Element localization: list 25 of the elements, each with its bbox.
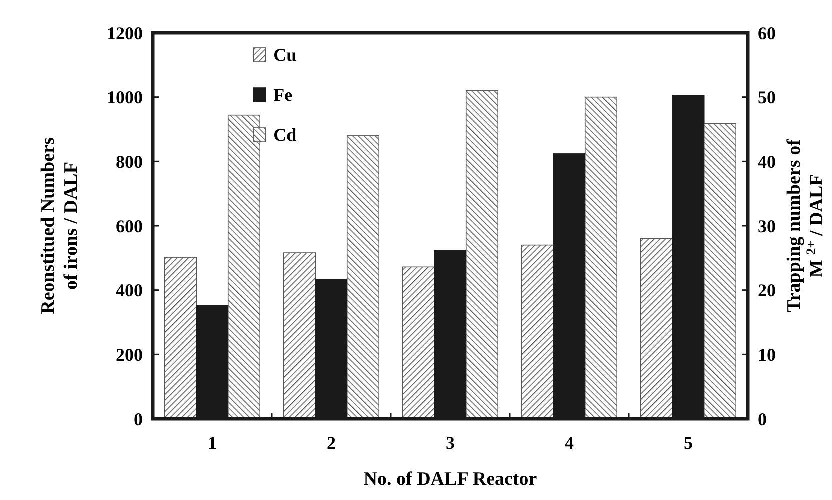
x-axis-title: No. of DALF Reactor bbox=[364, 469, 538, 490]
y2-tick-label: 20 bbox=[758, 280, 776, 301]
x-tick-label: 4 bbox=[565, 433, 574, 453]
y2-tick-label: 50 bbox=[758, 88, 776, 108]
legend-label: Cd bbox=[274, 125, 297, 145]
y2-tick-label: 40 bbox=[758, 152, 776, 172]
legend-label: Cu bbox=[274, 45, 297, 65]
x-tick-label: 1 bbox=[208, 433, 217, 453]
y2-tick-label: 60 bbox=[758, 23, 776, 44]
x-tick-label: 3 bbox=[446, 433, 455, 453]
y2-tick-label: 0 bbox=[758, 409, 767, 430]
y-tick-label: 800 bbox=[116, 152, 143, 172]
y-tick-label: 1200 bbox=[107, 23, 143, 44]
x-tick-label: 2 bbox=[327, 433, 336, 453]
y-tick-label: 600 bbox=[116, 216, 143, 236]
y-tick-label: 200 bbox=[116, 344, 143, 365]
y-tick-label: 1000 bbox=[107, 88, 143, 108]
y-axis-title: Reonstitued Numbers of irons / DALF bbox=[38, 138, 82, 314]
x-tick-label: 5 bbox=[684, 433, 693, 453]
y2-tick-label: 30 bbox=[758, 216, 776, 236]
legend-label: Fe bbox=[274, 85, 293, 105]
y-tick-label: 400 bbox=[116, 280, 143, 301]
y-tick-label: 0 bbox=[134, 409, 143, 430]
y2-tick-label: 10 bbox=[758, 344, 776, 365]
bar bbox=[346, 136, 380, 420]
